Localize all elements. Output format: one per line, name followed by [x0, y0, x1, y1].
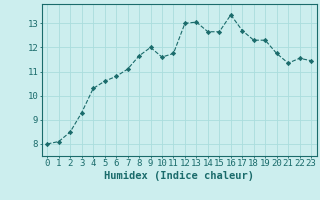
X-axis label: Humidex (Indice chaleur): Humidex (Indice chaleur) — [104, 171, 254, 181]
